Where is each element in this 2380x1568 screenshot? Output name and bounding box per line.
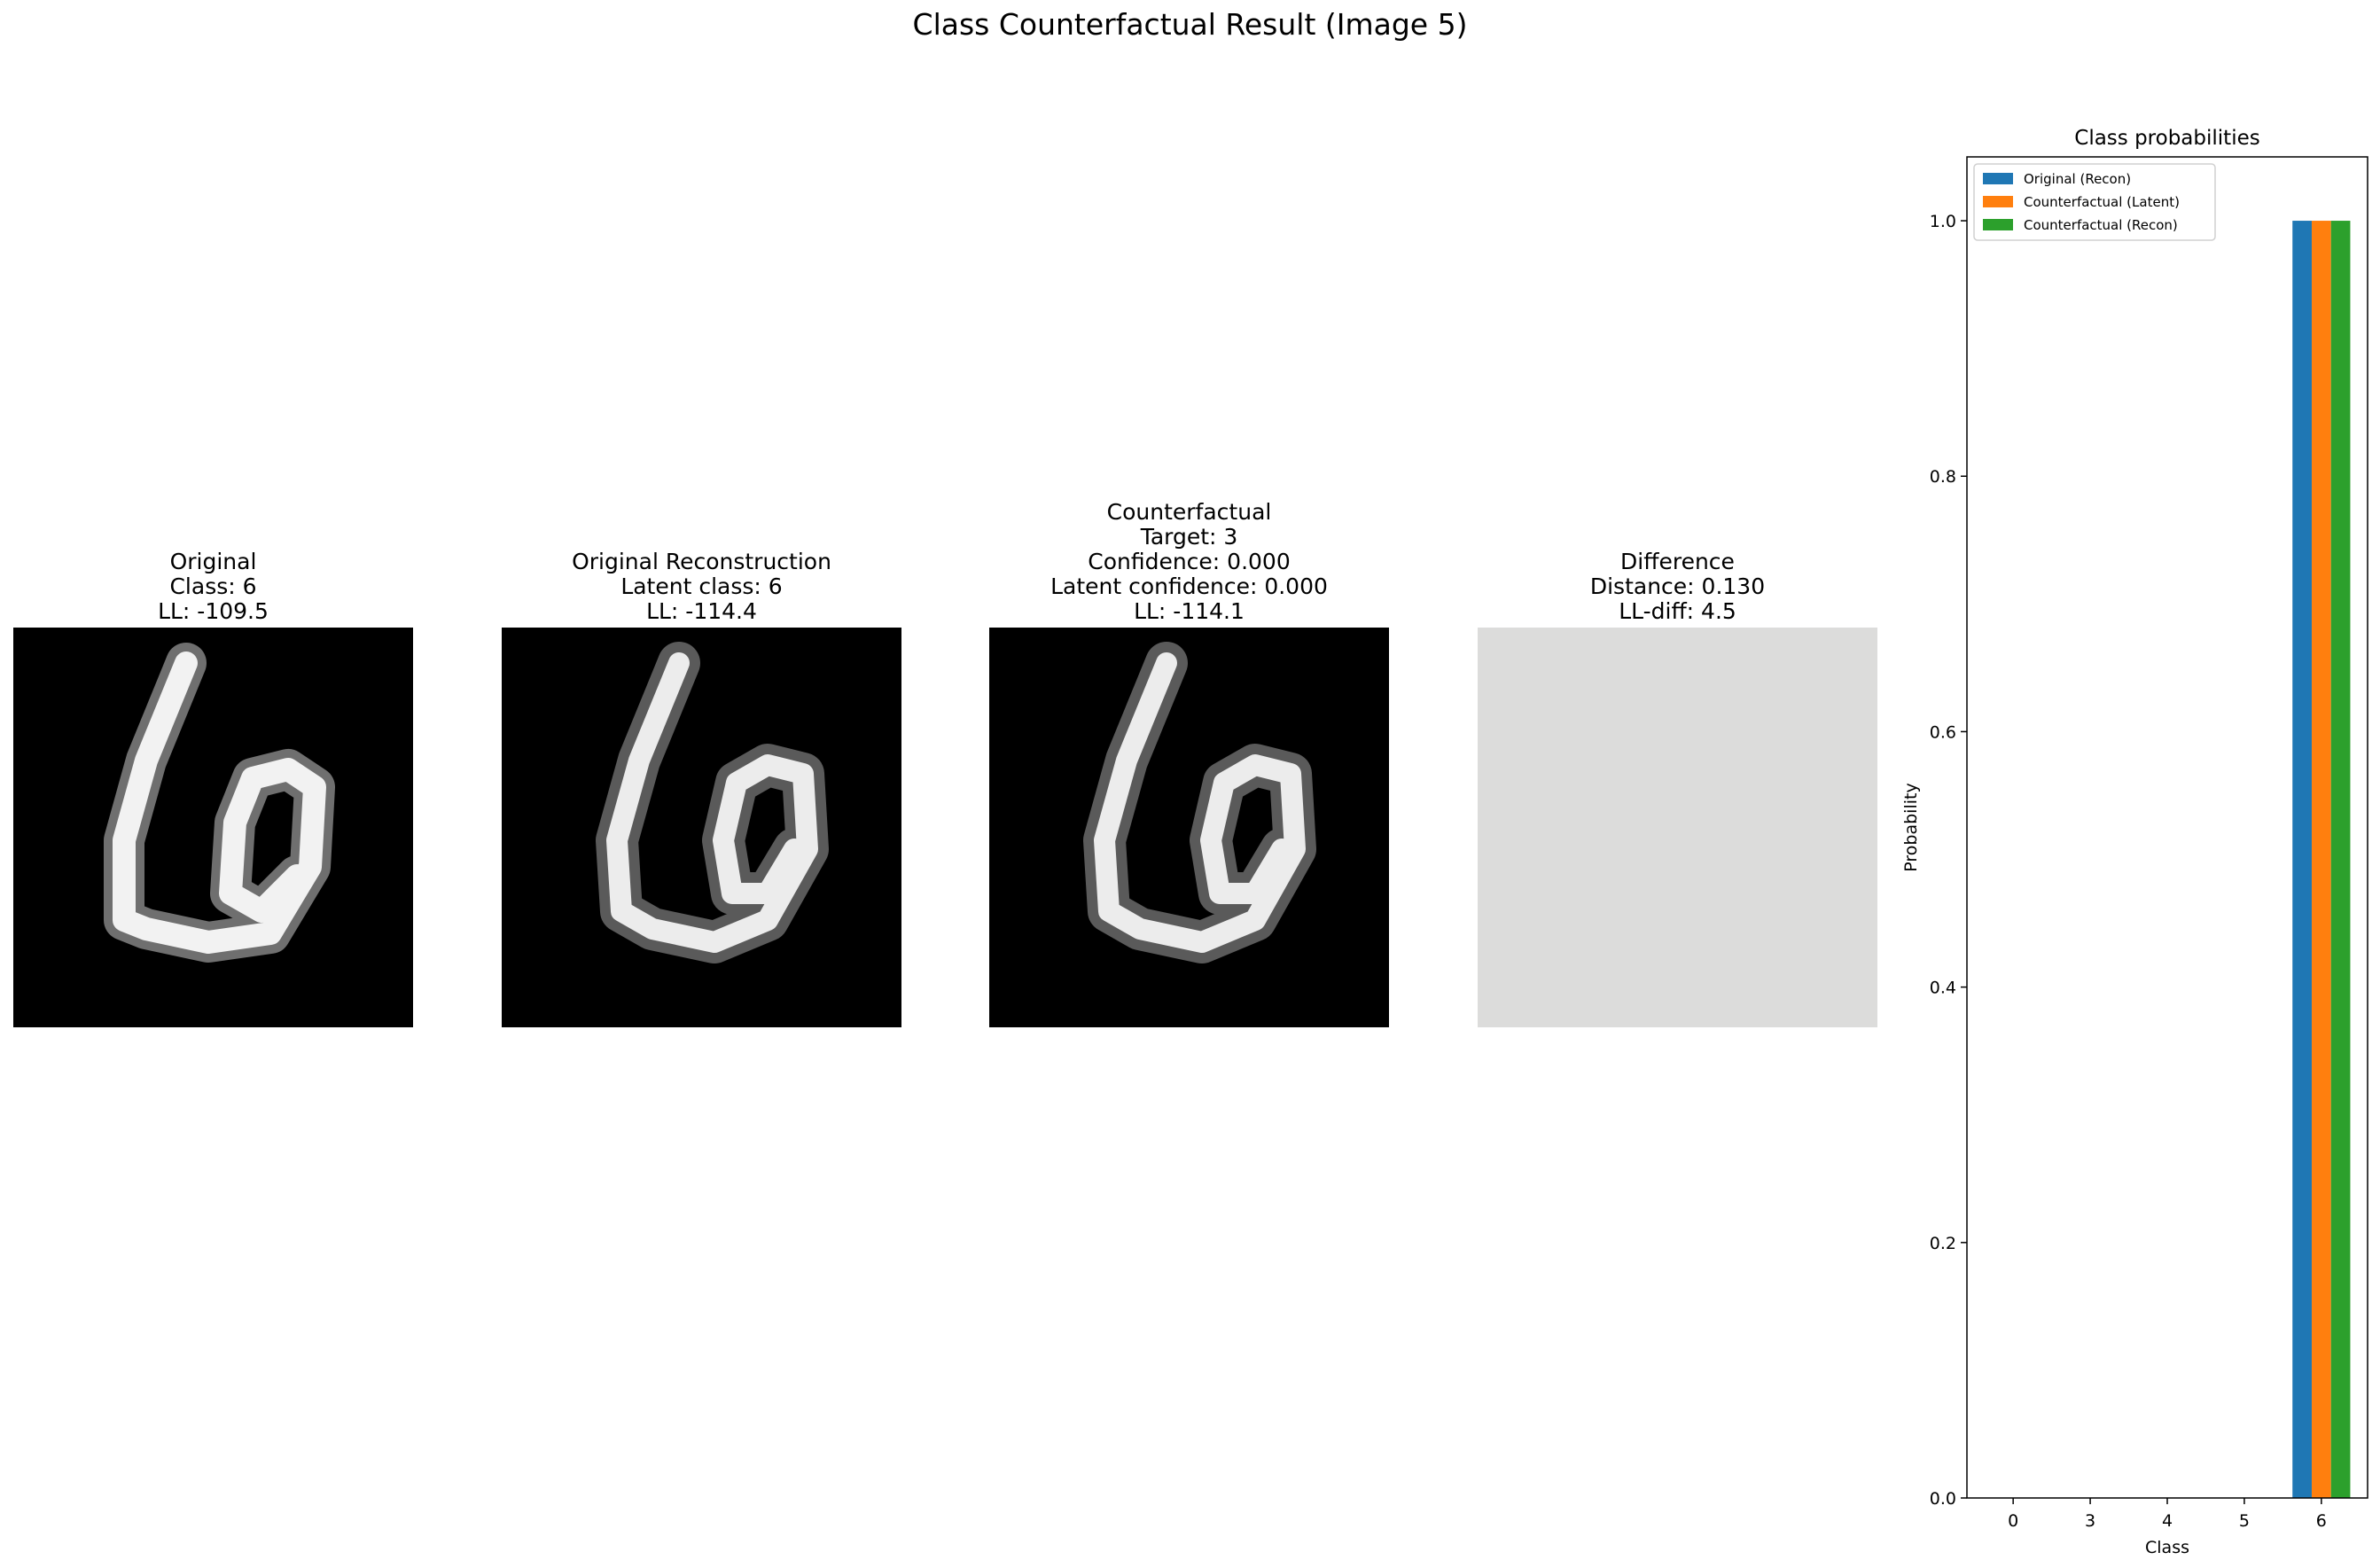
x-tick-label: 0: [2008, 1511, 2018, 1531]
legend-label: Counterfactual (Latent): [2024, 194, 2180, 210]
y-tick-label: 1.0: [1930, 212, 1956, 231]
legend-label: Counterfactual (Recon): [2024, 217, 2178, 233]
y-tick-label: 0.4: [1930, 979, 1956, 998]
x-tick-label: 4: [2162, 1511, 2173, 1531]
legend-label: Original (Recon): [2024, 171, 2131, 187]
legend-swatch: [1983, 219, 2013, 230]
y-tick-label: 0.6: [1930, 722, 1956, 742]
y-axis-label: Probability: [1901, 783, 1921, 871]
y-tick-label: 0.0: [1930, 1489, 1956, 1509]
legend-swatch: [1983, 196, 2013, 207]
bar-original-recon--class-6: [2292, 221, 2312, 1498]
x-axis-label: Class: [2145, 1538, 2189, 1557]
bar-counterfactual-recon--class-6: [2331, 221, 2351, 1498]
x-tick-label: 6: [2316, 1511, 2327, 1531]
bar-counterfactual-latent--class-6: [2312, 221, 2331, 1498]
chart-title: Class probabilities: [2074, 127, 2259, 150]
x-tick-label: 5: [2239, 1511, 2250, 1531]
legend-swatch: [1983, 173, 2013, 184]
y-tick-label: 0.8: [1930, 467, 1956, 487]
x-tick-label: 3: [2085, 1511, 2095, 1531]
y-tick-label: 0.2: [1930, 1234, 1956, 1253]
